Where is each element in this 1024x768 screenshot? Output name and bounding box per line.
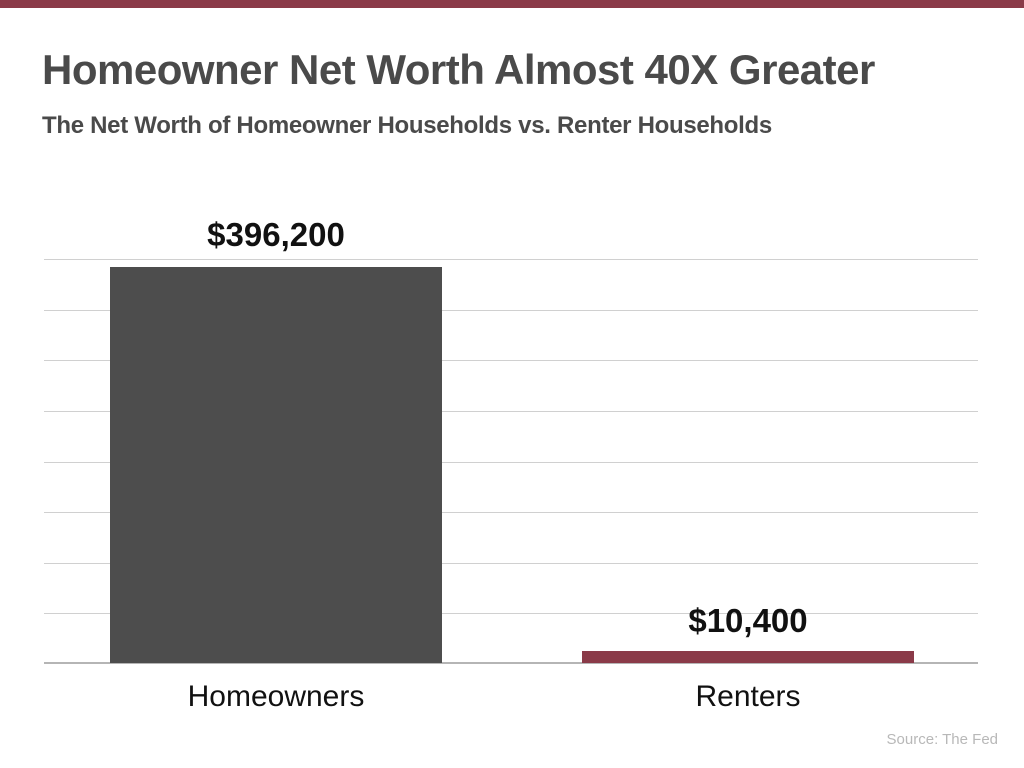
- gridline: [44, 462, 978, 463]
- x-tick-label-homeowners: Homeowners: [187, 680, 365, 713]
- bar-renters: [582, 651, 914, 663]
- gridline: [44, 259, 978, 260]
- gridline: [44, 360, 978, 361]
- x-tick-label-renters: Renters: [695, 680, 801, 713]
- chart-title: Homeowner Net Worth Almost 40X Greater: [42, 46, 875, 93]
- gridline: [44, 411, 978, 412]
- top-accent-band: [0, 0, 1024, 8]
- gridline: [44, 310, 978, 311]
- plot-area: [44, 259, 978, 664]
- gridline: [44, 613, 978, 614]
- x-axis-baseline: [44, 662, 978, 664]
- chart-subtitle: The Net Worth of Homeowner Households vs…: [42, 112, 772, 139]
- data-label-renters: $10,400: [688, 602, 808, 639]
- source-note: Source: The Fed: [886, 731, 998, 748]
- gridline: [44, 512, 978, 513]
- data-label-homeowners: $396,200: [207, 216, 345, 253]
- gridline: [44, 563, 978, 564]
- bar-homeowners: [110, 267, 442, 663]
